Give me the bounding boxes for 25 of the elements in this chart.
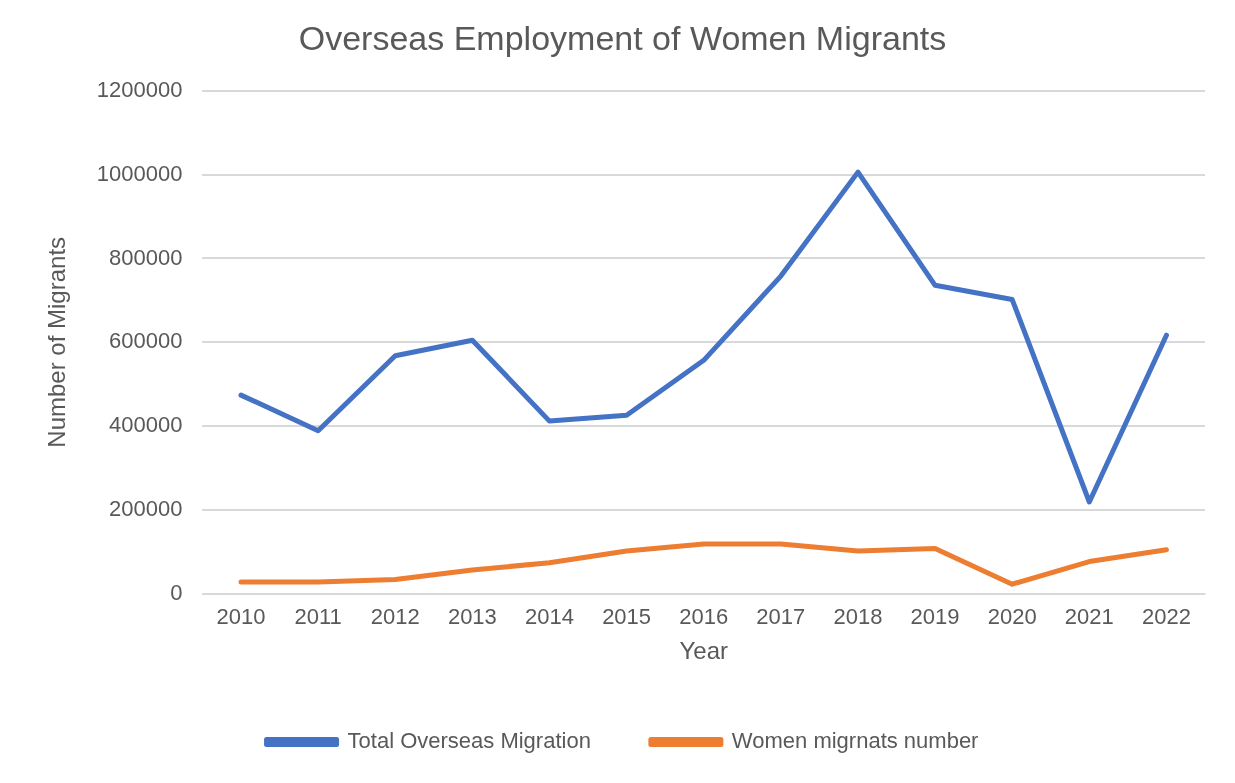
y-tick-label: 0	[170, 579, 183, 605]
y-tick-label: 800000	[109, 244, 183, 270]
legend-label: Total Overseas Migration	[347, 728, 591, 754]
y-tick-label: 1200000	[96, 76, 183, 102]
x-tick-label: 2019	[910, 604, 960, 630]
x-tick-label: 2015	[602, 604, 652, 630]
x-tick-label: 2022	[1141, 604, 1191, 630]
y-tick-label: 200000	[109, 496, 183, 522]
x-tick-label: 2017	[756, 604, 806, 630]
x-tick-label: 2014	[525, 604, 574, 630]
x-tick-label: 2010	[216, 604, 266, 630]
chart-title: Overseas Employment of Women Migrants	[298, 18, 947, 57]
y-axis-title: Number of Migrants	[43, 236, 71, 448]
x-tick-label: 2016	[679, 604, 729, 630]
legend-label: Women migrnats number	[731, 728, 979, 754]
x-tick-label: 2021	[1064, 604, 1114, 630]
x-tick-label: 2020	[987, 604, 1037, 630]
x-tick-label: 2011	[294, 604, 342, 630]
x-tick-label: 2012	[370, 604, 420, 630]
y-tick-label: 400000	[109, 412, 183, 438]
y-tick-label: 1000000	[96, 160, 183, 186]
y-tick-label: 600000	[109, 328, 183, 354]
x-tick-label: 2013	[447, 604, 497, 630]
x-tick-label: 2018	[833, 604, 883, 630]
x-axis-title: Year	[679, 637, 728, 665]
